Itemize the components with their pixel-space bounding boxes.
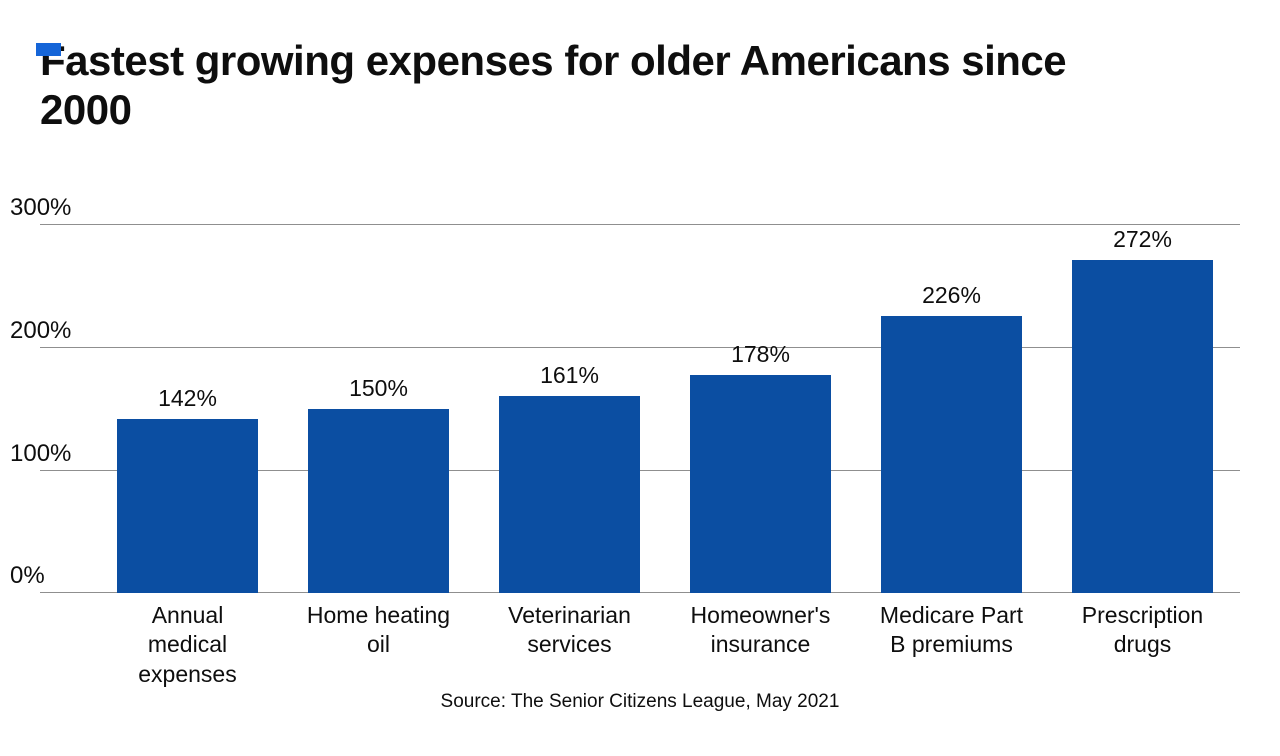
bar (880, 316, 1023, 594)
gridline (40, 346, 1240, 348)
brand-mark (36, 43, 61, 56)
bar-column: 142% (92, 225, 283, 594)
bar (1071, 259, 1214, 594)
bar-column: 272% (1047, 225, 1238, 594)
bar-value-label: 150% (349, 375, 408, 402)
bar-value-label: 272% (1113, 225, 1172, 252)
category-label: Annual medical expenses (138, 602, 237, 687)
bar-value-label: 161% (540, 361, 599, 388)
bar-column: 178% (665, 225, 856, 594)
bar (116, 419, 259, 594)
bar-column: 226% (856, 225, 1047, 594)
bar (498, 395, 641, 594)
chart-title: Fastest growing expenses for older Ameri… (40, 37, 1067, 134)
y-tick-label: 100% (10, 439, 72, 467)
y-tick-label: 300% (10, 194, 72, 222)
category-label: Homeowner's insurance (690, 602, 831, 658)
category-label: Veterinarian services (508, 602, 631, 658)
bar-value-label: 142% (158, 385, 217, 412)
bar-chart: 0% 100% 200% 300% 142% 150% 161% 178% 226% 272% A… (0, 196, 1280, 713)
bar-value-label: 178% (731, 340, 790, 367)
y-tick-label: 0% (10, 562, 45, 590)
gridline (40, 224, 1240, 226)
category-label: Prescription drugs (1081, 602, 1204, 658)
source-note: Source: The Senior Citizens League, May … (440, 690, 840, 712)
bar-column: 161% (474, 225, 665, 594)
category-label: Home heating oil (306, 602, 451, 658)
bar (689, 374, 832, 594)
y-tick-label: 200% (10, 316, 72, 344)
category-label: Medicare Part B premiums (879, 602, 1024, 658)
bar-value-label: 226% (922, 282, 981, 309)
bar (307, 409, 450, 594)
bars-row: 142% 150% 161% 178% 226% 272% (92, 225, 1238, 594)
plot-area: 0% 100% 200% 300% 142% 150% 161% 178% 226% 272% (0, 196, 1280, 594)
bar-column: 150% (283, 225, 474, 594)
category-row: Annual medical expenses Home heating oil Vete… (92, 601, 1238, 689)
